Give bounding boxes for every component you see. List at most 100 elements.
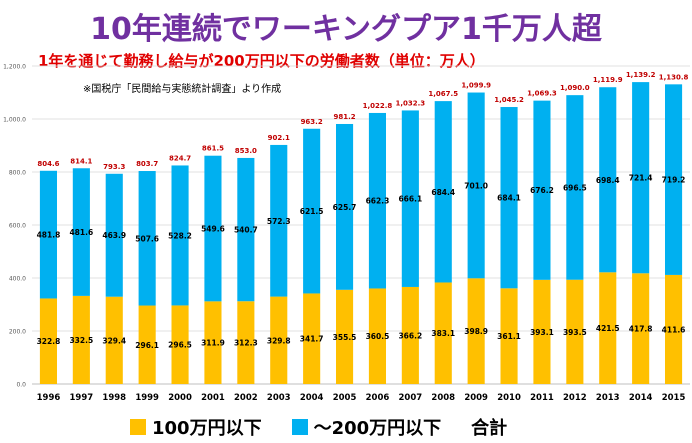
data-label-total: 981.2 bbox=[333, 113, 355, 121]
legend-item-total: 合計 bbox=[471, 414, 507, 440]
bar-segment-low bbox=[138, 305, 156, 384]
data-label-total: 861.5 bbox=[202, 145, 224, 153]
data-label-mid: 698.4 bbox=[596, 176, 620, 185]
data-label-mid: 540.7 bbox=[234, 226, 258, 235]
data-label-total: 1,119.9 bbox=[593, 76, 623, 84]
data-label-mid: 721.4 bbox=[629, 174, 653, 183]
bar-segment-low bbox=[105, 296, 123, 384]
legend-swatch-low bbox=[130, 419, 146, 435]
data-label-total: 1,032.3 bbox=[396, 99, 426, 107]
x-tick-label: 2004 bbox=[300, 393, 324, 403]
y-tick-label: 1,000.0 bbox=[3, 117, 26, 124]
bar-segment-low bbox=[270, 296, 288, 384]
data-label-mid: 463.9 bbox=[102, 231, 126, 240]
legend-label-low: 100万円以下 bbox=[152, 418, 262, 439]
legend-label-mid: ～200万円以下 bbox=[313, 418, 442, 439]
bar-segment-mid bbox=[105, 173, 123, 297]
data-label-mid: 666.1 bbox=[398, 195, 422, 204]
data-label-low: 311.9 bbox=[201, 339, 225, 348]
data-label-total: 1,067.5 bbox=[428, 90, 458, 98]
data-label-total: 853.0 bbox=[235, 147, 257, 155]
data-label-low: 360.5 bbox=[366, 332, 390, 341]
x-tick-label: 2010 bbox=[497, 393, 521, 403]
data-label-total: 1,045.2 bbox=[494, 96, 524, 104]
x-tick-label: 2000 bbox=[168, 393, 192, 403]
data-label-total: 1,130.8 bbox=[659, 73, 689, 81]
data-label-low: 361.1 bbox=[497, 332, 521, 341]
bar-segment-low bbox=[401, 286, 419, 384]
legend-item-low: 100万円以下 bbox=[130, 414, 262, 440]
bar-segment-low bbox=[467, 278, 485, 384]
bar-segment-low bbox=[335, 289, 354, 384]
x-tick-label: 2009 bbox=[464, 393, 488, 403]
x-tick-label: 1998 bbox=[102, 393, 126, 403]
data-label-low: 296.1 bbox=[135, 341, 159, 350]
data-label-mid: 481.6 bbox=[69, 228, 93, 237]
x-tick-label: 2006 bbox=[366, 393, 390, 403]
bar-segment-mid bbox=[632, 82, 650, 274]
data-label-low: 332.5 bbox=[69, 336, 93, 345]
x-tick-label: 2002 bbox=[234, 393, 258, 403]
x-tick-label: 2007 bbox=[399, 393, 423, 403]
chart-subtitle: 1年を通じて勤務し給与が200万円以下の労働者数（単位：万人） bbox=[38, 52, 485, 70]
data-label-low: 329.8 bbox=[267, 336, 291, 345]
y-tick-label: 1,200.0 bbox=[3, 64, 26, 71]
x-tick-label: 2001 bbox=[201, 393, 225, 403]
source-note: ※国税庁「民間給与実態統計調査」より作成 bbox=[83, 84, 282, 95]
bar-segment-low bbox=[237, 301, 255, 384]
data-label-low: 411.6 bbox=[662, 325, 686, 334]
data-label-mid: 719.2 bbox=[662, 176, 686, 185]
bar-segment-mid bbox=[138, 171, 156, 306]
bar-segment-low bbox=[171, 305, 189, 384]
y-tick-label: 600.0 bbox=[9, 223, 26, 230]
data-label-mid: 481.8 bbox=[37, 231, 61, 240]
data-label-total: 803.7 bbox=[136, 160, 158, 168]
data-label-low: 393.5 bbox=[563, 328, 587, 337]
legend-swatch-mid bbox=[291, 419, 308, 435]
bar-segment-mid bbox=[72, 168, 90, 296]
data-label-low: 312.3 bbox=[234, 339, 258, 348]
x-tick-label: 2015 bbox=[662, 393, 686, 403]
data-label-total: 1,069.3 bbox=[527, 90, 557, 98]
data-label-total: 1,099.9 bbox=[461, 82, 491, 90]
bar-segment-low bbox=[434, 282, 452, 384]
x-tick-label: 2011 bbox=[530, 393, 554, 403]
data-label-low: 366.2 bbox=[398, 331, 422, 340]
bar-segment-mid bbox=[599, 87, 617, 273]
y-tick-label: 0.0 bbox=[16, 382, 26, 389]
data-label-total: 793.3 bbox=[103, 163, 125, 171]
data-label-mid: 625.7 bbox=[333, 203, 357, 212]
data-label-mid: 549.6 bbox=[201, 225, 225, 234]
x-tick-label: 2005 bbox=[333, 393, 357, 403]
bar-segment-low bbox=[72, 295, 90, 384]
data-label-mid: 621.5 bbox=[300, 207, 324, 216]
bar-segment-low bbox=[664, 274, 683, 384]
x-tick-label: 2003 bbox=[267, 393, 291, 403]
chart-legend: 100万円以下 ～200万円以下 合計 bbox=[130, 414, 537, 440]
data-label-low: 296.5 bbox=[168, 341, 192, 350]
data-label-total: 804.6 bbox=[37, 160, 59, 168]
data-label-mid: 528.2 bbox=[168, 231, 192, 240]
data-label-low: 421.5 bbox=[596, 324, 620, 333]
bar-segment-mid bbox=[270, 144, 288, 297]
data-label-mid: 662.3 bbox=[366, 197, 390, 206]
data-label-low: 398.9 bbox=[464, 327, 488, 336]
bar-segment-mid bbox=[171, 165, 189, 306]
chart-title: 10年連続でワーキングプア1千万人超 bbox=[90, 12, 602, 47]
bar-segment-mid bbox=[566, 95, 584, 280]
bar-segment-mid bbox=[401, 110, 419, 287]
data-label-total: 963.2 bbox=[301, 118, 323, 126]
data-label-total: 902.1 bbox=[268, 134, 290, 142]
x-tick-label: 2012 bbox=[563, 393, 587, 403]
x-tick-label: 1996 bbox=[37, 393, 61, 403]
data-label-low: 322.8 bbox=[37, 337, 61, 346]
data-label-low: 355.5 bbox=[333, 333, 357, 342]
data-label-mid: 696.5 bbox=[563, 183, 587, 192]
x-tick-label: 1999 bbox=[135, 393, 159, 403]
bar-segment-low bbox=[204, 301, 222, 384]
data-label-mid: 684.1 bbox=[497, 194, 521, 203]
bar-segment-low bbox=[632, 273, 650, 384]
legend-item-mid: ～200万円以下 bbox=[291, 414, 442, 440]
data-label-total: 1,139.2 bbox=[626, 71, 656, 79]
